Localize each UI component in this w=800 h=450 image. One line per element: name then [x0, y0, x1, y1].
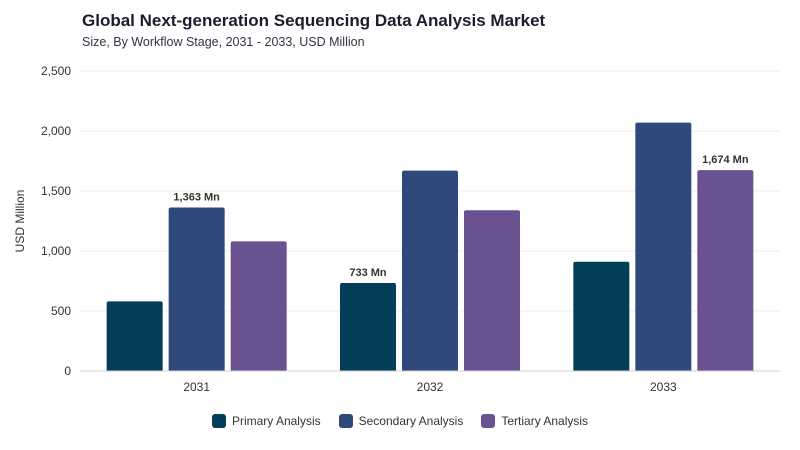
- data-labels: 1,363 Mn 733 Mn 1,674 Mn: [173, 154, 748, 279]
- legend-swatch: [211, 414, 226, 428]
- x-tick-label: 2033: [650, 380, 677, 394]
- y-tick-label: 1,000: [41, 244, 71, 258]
- bar-tertiary-analysis-2031: [230, 241, 287, 371]
- legend-label: Tertiary Analysis: [501, 414, 589, 428]
- chart-title: Global Next-generation Sequencing Data A…: [82, 11, 546, 30]
- x-axis-ticks: 2031 2032 2033: [183, 380, 677, 394]
- legend-item: Secondary Analysis: [338, 414, 464, 428]
- legend-label: Primary Analysis: [231, 414, 321, 428]
- y-tick-label: 2,000: [41, 124, 71, 138]
- x-tick-label: 2031: [183, 380, 210, 394]
- legend-item: Tertiary Analysis: [481, 414, 588, 428]
- bar-secondary-analysis-2033: [635, 122, 692, 371]
- bar-chart: 0 500 1,000 1,500 2,000 2,500 USD Million 1,3…: [13, 64, 780, 394]
- chart-subtitle: Size, By Workflow Stage, 2031 - 2033, US…: [82, 35, 365, 49]
- y-tick-label: 2,500: [41, 64, 71, 78]
- data-label: 733 Mn: [349, 267, 387, 279]
- legend-swatch: [338, 414, 353, 428]
- y-axis-label: USD Million: [13, 190, 27, 253]
- y-axis-ticks: 0 500 1,000 1,500 2,000 2,500: [41, 64, 71, 378]
- y-tick-label: 0: [64, 364, 71, 378]
- bar-primary-analysis-2032: [340, 283, 396, 371]
- legend-label: Secondary Analysis: [358, 414, 464, 428]
- legend: Primary Analysis Secondary Analysis Tertia…: [0, 414, 800, 428]
- bar-tertiary-analysis-2032: [464, 210, 520, 371]
- bar-secondary-analysis-2032: [402, 170, 458, 371]
- x-tick-label: 2032: [417, 380, 444, 394]
- bar-primary-analysis-2033: [573, 261, 630, 371]
- legend-item: Primary Analysis: [211, 414, 321, 428]
- data-label: 1,363 Mn: [173, 191, 220, 203]
- y-tick-label: 500: [51, 304, 71, 318]
- y-tick-label: 1,500: [41, 184, 71, 198]
- bars: [106, 122, 754, 371]
- legend-swatch: [481, 414, 496, 428]
- bar-secondary-analysis-2031: [168, 207, 225, 371]
- bar-tertiary-analysis-2033: [697, 170, 754, 371]
- bar-primary-analysis-2031: [106, 301, 163, 371]
- data-label: 1,674 Mn: [702, 154, 749, 166]
